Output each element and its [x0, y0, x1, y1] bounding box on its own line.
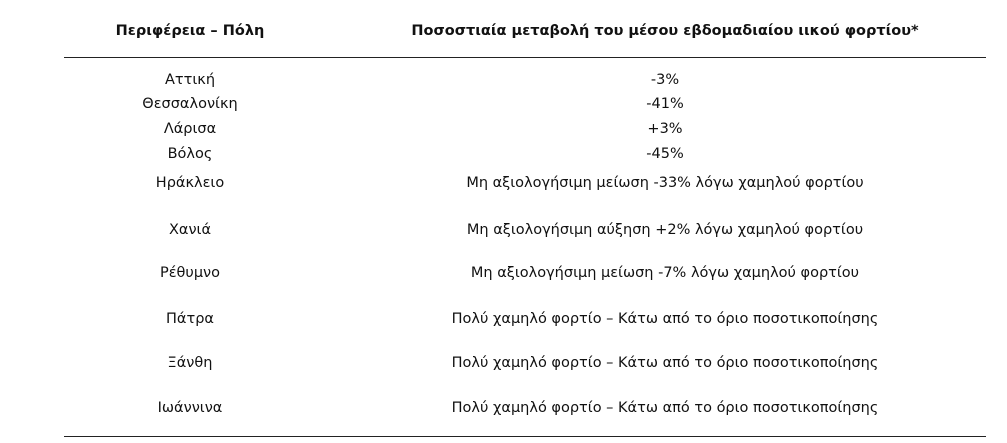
city-cell: Θεσσαλονίκη: [142, 96, 238, 112]
header-cell: Ποσοστιαία μεταβολή του μέσου εβδομαδιαί…: [411, 23, 919, 39]
change-cell: -3%: [650, 72, 680, 88]
change-cell: Μη αξιολογήσιμη αύξηση +2% λόγω χαμηλού …: [466, 222, 864, 238]
city-cell: Ρέθυμνο: [159, 265, 221, 281]
change-cell: Πολύ χαμηλό φορτίο – Κάτω από το όριο πο…: [451, 400, 879, 416]
change-cell: Πολύ χαμηλό φορτίο – Κάτω από το όριο πο…: [451, 355, 879, 371]
city-cell: Χανιά: [168, 222, 212, 238]
change-cell: -41%: [646, 96, 684, 112]
city-cell: Ηράκλειο: [155, 175, 225, 191]
change-cell: Μη αξιολογήσιμη μείωση -33% λόγω χαμηλού…: [466, 175, 864, 191]
header-cell: Περιφέρεια – Πόλη: [115, 23, 265, 39]
change-cell: +3%: [647, 121, 683, 137]
city-cell: Λάρισα: [163, 121, 217, 137]
change-cell: -45%: [646, 146, 684, 162]
city-cell: Πάτρα: [166, 311, 214, 327]
city-cell: Ιωάννινα: [157, 400, 223, 416]
city-cell: Αττική: [164, 72, 216, 88]
city-cell: Βόλος: [167, 146, 213, 162]
bottom-rule: [64, 436, 986, 437]
change-cell: Μη αξιολογήσιμη μείωση -7% λόγω χαμηλού …: [470, 265, 860, 281]
header-rule: [64, 57, 986, 58]
change-cell: Πολύ χαμηλό φορτίο – Κάτω από το όριο πο…: [451, 311, 879, 327]
city-cell: Ξάνθη: [167, 355, 213, 371]
